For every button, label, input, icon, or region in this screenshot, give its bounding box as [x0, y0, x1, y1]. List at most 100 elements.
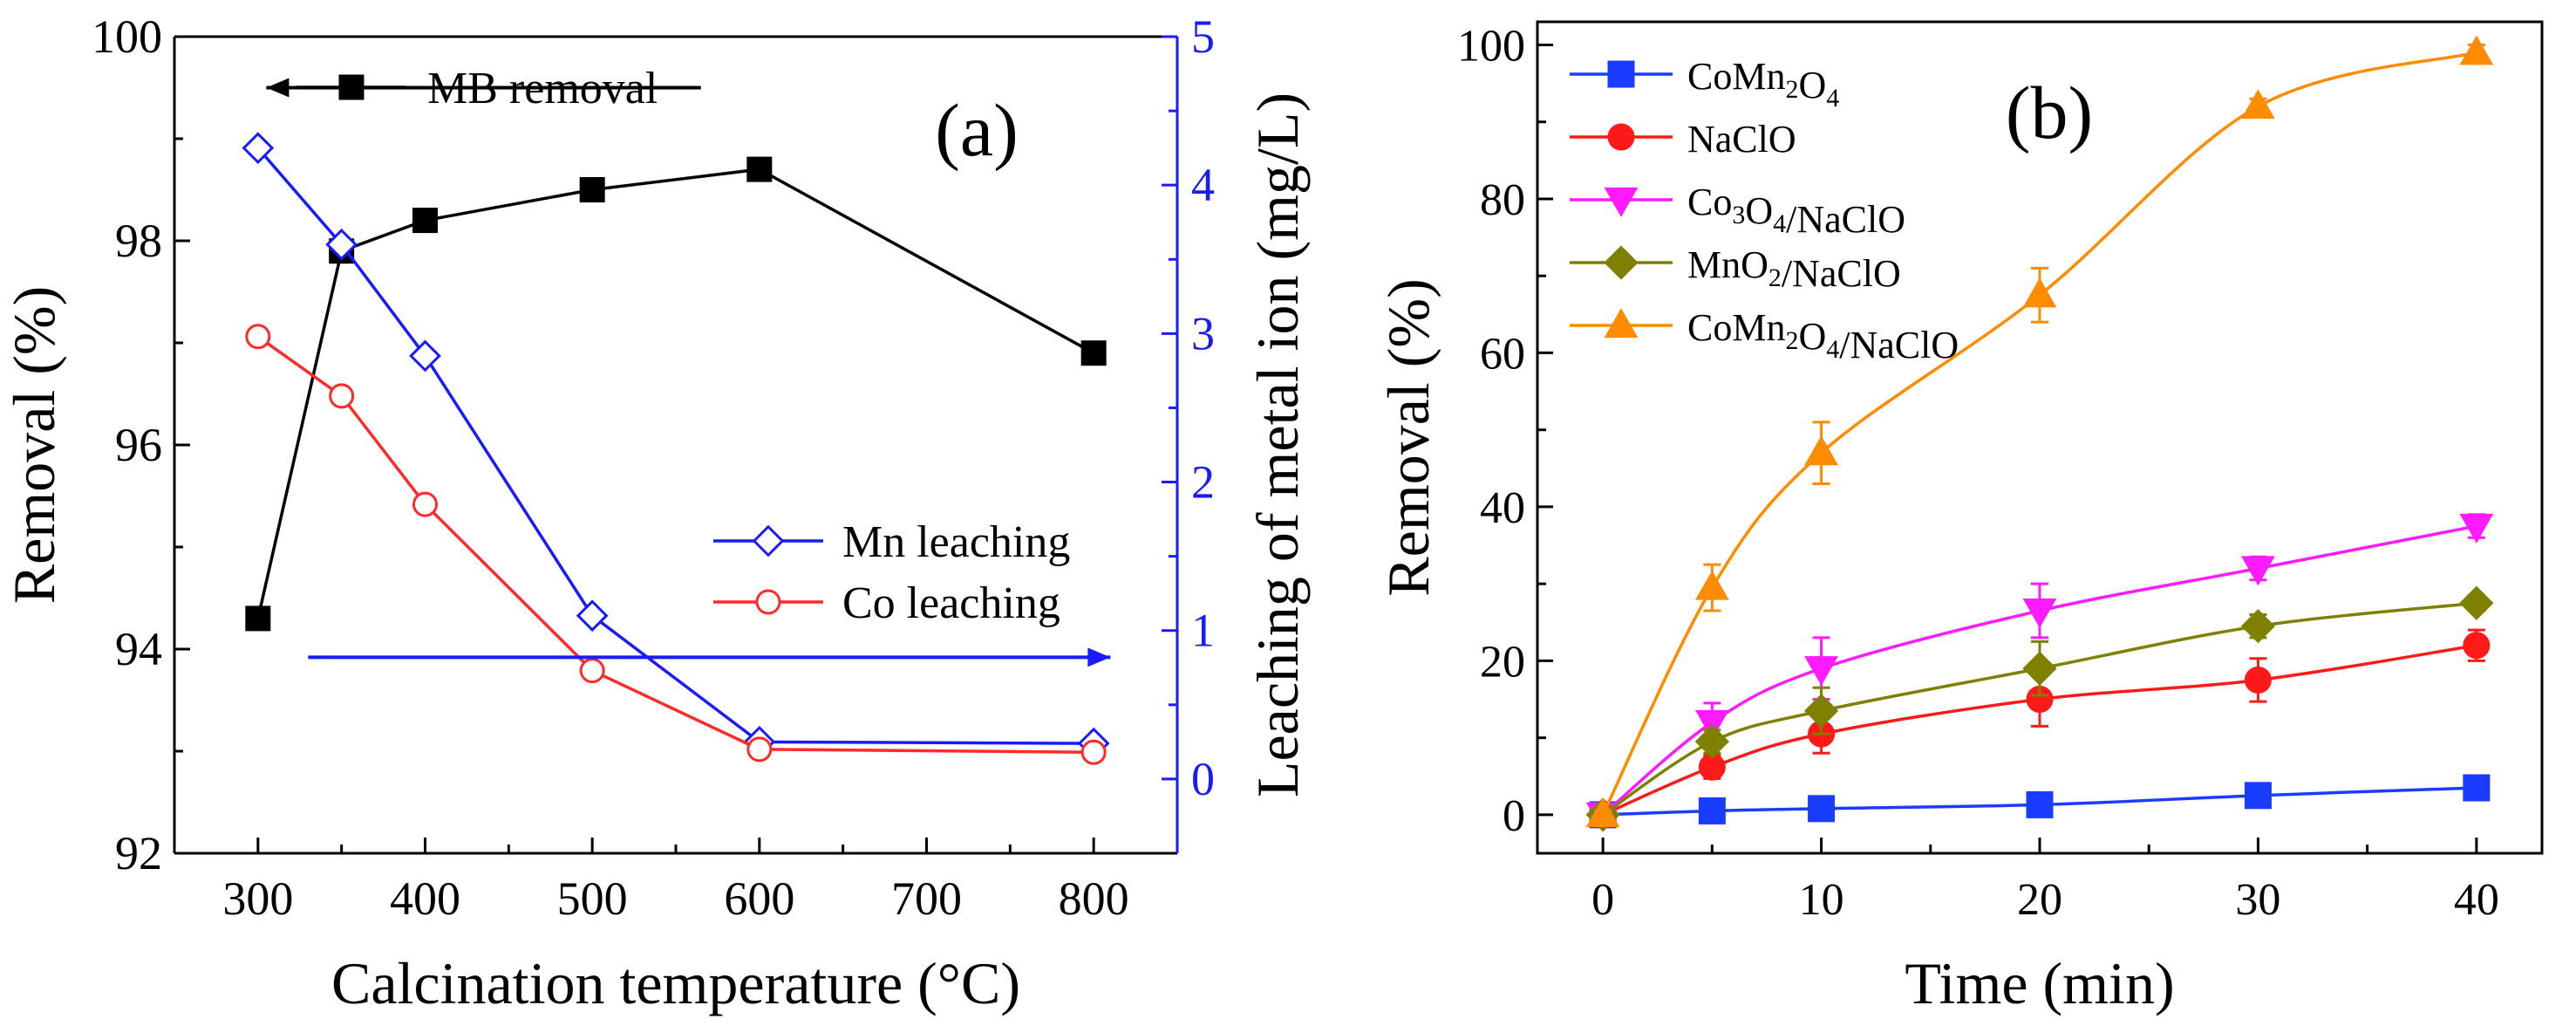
panel-b-point-comn2o4-naclo: [2022, 277, 2057, 308]
panel-a-y2-tick-label: 1: [1191, 605, 1215, 657]
panel-b-point-comn2o4: [2026, 790, 2054, 818]
panel-a-y-axis-label: Removal (%): [1, 286, 67, 604]
legend-marker-co3o4-naclo: [1604, 187, 1639, 217]
panel-b-point-naclo: [2463, 632, 2491, 660]
panel-b-point-comn2o4: [1698, 797, 1726, 824]
panel-b-y-tick-label: 20: [1480, 637, 1525, 687]
legend-marker-co-leaching: [755, 589, 781, 615]
panel-b-series-co3o4-naclo: [1585, 513, 2494, 832]
panel-b-chart: 0 10 20 30 40 0 20 40 60 80 100 Time (min) Removal (…: [1375, 20, 2544, 1016]
panel-b-point-mno2-naclo: [2240, 609, 2276, 644]
panel-b-point-mno2-naclo: [2022, 651, 2057, 686]
panel-a-point-mn-leaching: [242, 132, 275, 165]
panel-a-y-tick-label: 100: [92, 10, 162, 63]
panel-b-y-axis-label: Removal (%): [1375, 278, 1441, 596]
panel-b-x-tick-label: 0: [1591, 875, 1614, 925]
panel-b-point-comn2o4-naclo: [1585, 797, 1620, 827]
legend-marker-comn2o4: [1607, 60, 1635, 88]
panel-b-x-tick-label: 10: [1799, 875, 1844, 925]
legend-label-co3o4-naclo: Co3O4/NaClO: [1687, 181, 1905, 241]
panel-a-point-co-leaching: [412, 491, 438, 517]
panel-a-y2-tick-label: 3: [1191, 307, 1215, 359]
panel-a-point-co-leaching: [746, 736, 773, 763]
panel-a-point-co-leaching: [579, 658, 605, 684]
panel-b-point-comn2o4-naclo: [1694, 570, 1729, 600]
panel-a-point-co-leaching: [329, 383, 355, 409]
panel-a-x-tick-label: 600: [724, 872, 794, 925]
panel-a-chart: 300 400 500 600 700 800 92 94 96 98 100 0 1 2 3 4 5 Calci…: [1, 10, 1311, 1016]
panel-a-x-tick-label: 500: [557, 872, 628, 925]
panel-a-x-tick-label: 300: [222, 872, 293, 925]
panel-a-y-tick-label: 94: [115, 623, 162, 675]
panel-a-y-tick-label: 96: [115, 419, 162, 471]
panel-a-point-mb-removal: [579, 177, 605, 202]
legend-marker-naclo: [1607, 123, 1635, 151]
panel-a-point-mn-leaching: [576, 599, 609, 633]
panel-b-point-comn2o4-naclo: [2459, 35, 2494, 65]
panel-b-point-comn2o4: [2244, 782, 2272, 810]
panel-a-y2-tick-label: 0: [1191, 753, 1215, 805]
panel-a-series-mn-leaching: [242, 132, 1110, 760]
panel-a-point-mn-leaching: [409, 339, 441, 373]
panel-b-label: (b): [2006, 71, 2093, 154]
panel-a-arrow-mn-leaching-head: [1087, 647, 1111, 667]
panel-b-series-comn2o4: [1589, 774, 2491, 829]
panel-a-point-mn-leaching: [325, 228, 358, 261]
panel-b-point-co3o4-naclo: [1694, 709, 1729, 740]
panel-b-y-tick-label: 80: [1480, 175, 1525, 225]
panel-b-series-mno2-naclo: [1585, 585, 2494, 832]
panel-a-x-tick-label: 700: [891, 872, 962, 925]
panel-a-point-mb-removal: [1080, 340, 1107, 366]
panel-b-point-comn2o4: [2463, 774, 2491, 802]
panel-a-point-co-leaching: [245, 324, 271, 350]
legend-marker-mn-leaching: [752, 524, 785, 557]
panel-b-x-tick-label: 40: [2454, 875, 2499, 925]
panel-b-point-mno2-naclo: [2459, 585, 2494, 620]
panel-a-series-co-leaching: [245, 324, 1107, 765]
panel-b-line-comn2o4-naclo: [1601, 51, 2477, 816]
panel-a-point-mb-removal: [746, 156, 773, 182]
panel-a-y-tick-label: 92: [115, 827, 162, 879]
panel-b-x-tick-label: 30: [2235, 875, 2280, 925]
legend-label-mb-removal: MB removal: [427, 64, 658, 113]
panel-a-x-tick-label: 400: [390, 872, 460, 925]
panel-b-point-co3o4-naclo: [2022, 598, 2057, 628]
panel-b-point-mno2-naclo: [1803, 694, 1839, 728]
legend-label-co-leaching: Co leaching: [842, 578, 1060, 628]
legend-label-mno2-naclo: MnO2/NaClO: [1687, 243, 1901, 295]
panel-b-point-naclo: [2244, 666, 2272, 694]
panel-b-point-mno2-naclo: [1694, 724, 1729, 759]
panel-a-line-mb-removal: [256, 168, 1095, 619]
panel-b-y-tick-label: 0: [1503, 791, 1525, 841]
panel-b-x-tick-label: 20: [2017, 875, 2062, 925]
legend-label-naclo: NaClO: [1687, 118, 1796, 161]
panel-a-y2-axis-label: Leaching of metal ion (mg/L): [1244, 92, 1311, 797]
legend-label-comn2o4-naclo: CoMn2O4/NaClO: [1687, 306, 1959, 366]
panel-a-y2-tick-label: 2: [1191, 456, 1215, 509]
panel-b-point-co3o4-naclo: [1804, 656, 1838, 687]
panel-b-y-tick-label: 60: [1480, 329, 1525, 379]
panel-b-point-co3o4-naclo: [2459, 513, 2494, 544]
panel-b-y-tick-label: 40: [1480, 483, 1525, 533]
legend-marker-mb-removal: [338, 74, 365, 100]
panel-a-y2-tick-label: 5: [1191, 10, 1215, 63]
legend-marker-mno2-naclo: [1604, 245, 1639, 280]
panel-b-point-co3o4-naclo: [2241, 556, 2275, 586]
panel-a-point-mb-removal: [245, 605, 271, 632]
panel-a-line-co-leaching: [256, 335, 1094, 755]
panel-b-point-comn2o4-naclo: [2241, 89, 2275, 120]
panel-a-point-mb-removal: [412, 208, 438, 234]
legend-label-comn2o4: CoMn2O4: [1687, 55, 1839, 113]
panel-b-point-comn2o4: [1808, 795, 1836, 823]
panel-a-x-tick-label: 800: [1059, 872, 1129, 925]
panel-a-y2-tick-label: 4: [1191, 159, 1215, 211]
panel-b-y-tick-label: 100: [1457, 21, 1525, 71]
panel-a-label: (a): [935, 88, 1018, 172]
panel-a-legend: MB removal Mn leaching Co leaching: [296, 64, 1070, 628]
panel-b-point-comn2o4-naclo: [1804, 435, 1838, 466]
panel-a-x-axis-label: Calcination temperature (°C): [331, 950, 1020, 1016]
panel-a-arrow-mn-leaching: [308, 647, 1111, 667]
panel-b-x-axis-label: Time (min): [1905, 950, 2174, 1016]
